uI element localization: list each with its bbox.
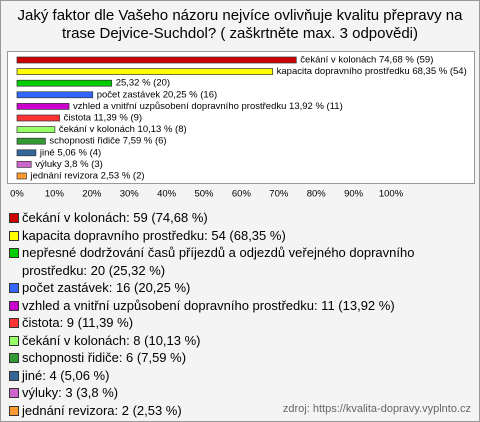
bar xyxy=(16,79,113,87)
legend-swatch xyxy=(9,283,19,293)
legend-item: výluky: 3 (3,8 %) xyxy=(9,384,471,402)
bar xyxy=(16,56,297,64)
legend-item: nepřesné dodržování časů příjezdů a odje… xyxy=(9,244,471,279)
legend-label: nepřesné dodržování časů příjezdů a odje… xyxy=(22,245,415,278)
plot: 0% 10% 20% 30% 40% 50% 60% 70% 80% 90% 100% čekání … xyxy=(7,51,475,200)
x-tick-label: 80% xyxy=(307,189,327,200)
legend-item: čekání v kolonách: 8 (10,13 %) xyxy=(9,332,471,350)
x-tick-label: 100% xyxy=(379,189,404,200)
bar xyxy=(16,149,37,157)
x-tick-label: 10% xyxy=(45,189,65,200)
data-label: schopnosti řidiče 7,59 % (6) xyxy=(49,136,166,147)
chart-title: Jaký faktor dle Vašeho názoru nejvíce ov… xyxy=(17,7,463,42)
data-label: kapacita dopravního prostředku 68,35 % (… xyxy=(277,66,467,77)
x-tick-label: 70% xyxy=(269,189,289,200)
legend-swatch xyxy=(9,388,19,398)
legend-label: čekání v kolonách: 8 (10,13 %) xyxy=(22,332,201,348)
x-tick-label: 30% xyxy=(120,189,140,200)
bar xyxy=(16,137,46,145)
legend-swatch xyxy=(9,370,19,381)
x-tick-label: 90% xyxy=(344,189,364,200)
data-label: počet zastávek 20,25 % (16) xyxy=(97,89,217,100)
legend-item: čekání v kolonách: 59 (74,68 %) xyxy=(9,209,471,227)
bar xyxy=(16,172,27,180)
x-tick-label: 40% xyxy=(157,189,177,200)
data-label: čekání v kolonách 10,13 % (8) xyxy=(59,124,187,135)
legend-item: jednání revizora: 2 (2,53 %) xyxy=(9,402,471,420)
data-label: jiné 5,06 % (4) xyxy=(39,147,101,158)
x-tick-label: 60% xyxy=(232,189,252,200)
data-label: čekání v kolonách 74,68 % (59) xyxy=(300,55,433,66)
bar xyxy=(16,68,273,75)
bar xyxy=(16,114,60,122)
x-tick-label: 20% xyxy=(82,189,102,200)
legend-label: počet zastávek: 16 (20,25 %) xyxy=(22,280,191,295)
legend-label: čistota: 9 (11,39 %) xyxy=(22,315,134,330)
legend-swatch xyxy=(9,405,19,416)
legend-swatch xyxy=(9,248,19,258)
bar xyxy=(16,161,32,168)
bar xyxy=(16,103,70,110)
x-tick-label: 0% xyxy=(10,189,24,200)
legend-swatch xyxy=(9,213,19,223)
legend-label: jednání revizora: 2 (2,53 %) xyxy=(22,402,182,418)
legend-label: vzhled a vnitřní uzpůsobení dopravního p… xyxy=(22,297,395,313)
legend-item: čistota: 9 (11,39 %) xyxy=(9,314,471,332)
data-label: výluky 3,8 % (3) xyxy=(35,159,103,170)
legend-item: počet zastávek: 16 (20,25 %) xyxy=(9,279,471,297)
x-tick-label: 50% xyxy=(194,189,214,200)
legend-label: kapacita dopravního prostředku: 54 (68,3… xyxy=(22,227,286,243)
bar xyxy=(16,91,94,99)
legend-swatch xyxy=(9,300,19,311)
legend-item: kapacita dopravního prostředku: 54 (68,3… xyxy=(9,227,471,245)
bar xyxy=(16,126,56,133)
source: zdroj: https://kvalita-dopravy.vyplnto.c… xyxy=(282,403,471,415)
legend-swatch xyxy=(9,353,19,363)
legend-swatch xyxy=(9,230,19,241)
legend-label: jiné: 4 (5,06 %) xyxy=(22,367,110,383)
legend-item: vzhled a vnitřní uzpůsobení dopravního p… xyxy=(9,297,471,315)
legend-swatch xyxy=(9,318,19,328)
legend-item: jiné: 4 (5,06 %) xyxy=(9,367,471,385)
data-label: jednání revizora 2,53 % (2) xyxy=(29,171,144,182)
data-label: vzhled a vnitřní uzpůsobení dopravního p… xyxy=(73,101,343,112)
legend-label: čekání v kolonách: 59 (74,68 %) xyxy=(22,210,208,225)
legend-label: výluky: 3 (3,8 %) xyxy=(22,385,119,400)
data-label: 25,32 % (20) xyxy=(116,78,170,89)
legend-item: schopnosti řidiče: 6 (7,59 %) xyxy=(9,349,471,367)
legend-swatch xyxy=(9,335,19,346)
data-label: čistota 11,39 % (9) xyxy=(64,113,143,124)
legend: čekání v kolonách: 59 (74,68 %) kapacita … xyxy=(9,209,471,419)
legend-label: schopnosti řidiče: 6 (7,59 %) xyxy=(22,350,187,365)
